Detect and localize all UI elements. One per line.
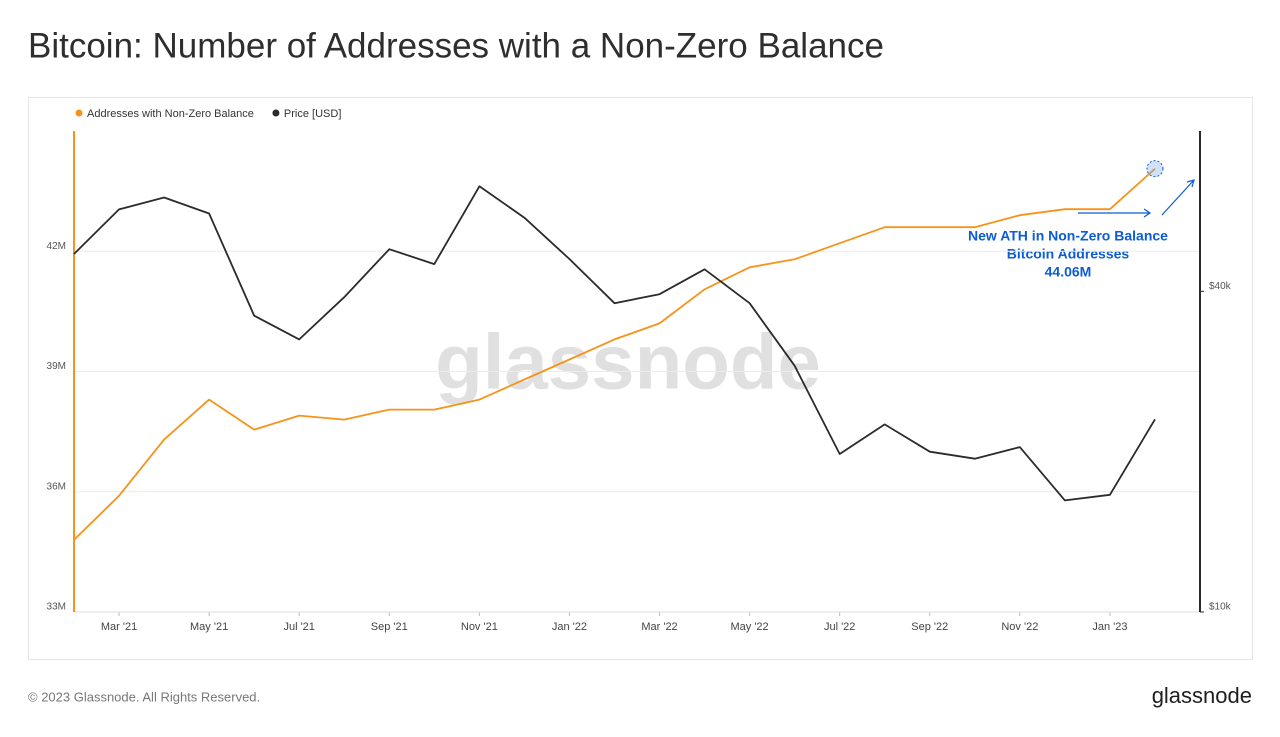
- x-tick-label: May '21: [190, 621, 228, 633]
- chart-frame: [28, 97, 1253, 660]
- y-tick-label: 36M: [47, 481, 66, 492]
- series-line: [73, 185, 1156, 502]
- annotation: New ATH in Non-Zero Balance: [968, 228, 1168, 244]
- series-line: [73, 168, 1156, 541]
- annotation: Bitcoin Addresses: [1007, 246, 1130, 262]
- x-tick-label: Mar '22: [641, 621, 677, 633]
- y-tick-label: 33M: [47, 602, 66, 613]
- x-tick-label: Mar '21: [101, 621, 137, 633]
- x-tick-label: Jul '22: [824, 621, 855, 633]
- annotation-arrow: [1161, 179, 1195, 216]
- x-tick-label: Jul '21: [283, 621, 314, 633]
- brand-logo: glassnode: [1152, 683, 1252, 708]
- annotation-arrow: [1078, 208, 1152, 218]
- ath-highlight: [1146, 160, 1164, 178]
- y2-tick-label: $40k: [1209, 281, 1232, 292]
- watermark: glassnode: [435, 318, 821, 406]
- chart-title: Bitcoin: Number of Addresses with a Non-…: [28, 26, 884, 65]
- x-tick-label: Nov '21: [461, 621, 498, 633]
- y2-tick-label: $10k: [1209, 602, 1232, 613]
- x-tick-label: Nov '22: [1001, 621, 1038, 633]
- legend-marker: [272, 109, 280, 117]
- x-tick-label: Jan '23: [1092, 621, 1127, 633]
- legend-label: Price [USD]: [284, 108, 341, 120]
- y-tick-label: 39M: [47, 361, 66, 372]
- x-tick-label: Sep '21: [371, 621, 408, 633]
- x-tick-label: Jan '22: [552, 621, 587, 633]
- y-tick-label: 42M: [47, 241, 66, 252]
- x-tick-label: May '22: [731, 621, 769, 633]
- annotation: 44.06M: [1045, 264, 1092, 280]
- legend-marker: [75, 109, 83, 117]
- legend-label: Addresses with Non-Zero Balance: [87, 108, 254, 120]
- footer: © 2023 Glassnode. All Rights Reserved.: [28, 689, 260, 704]
- x-tick-label: Sep '22: [911, 621, 948, 633]
